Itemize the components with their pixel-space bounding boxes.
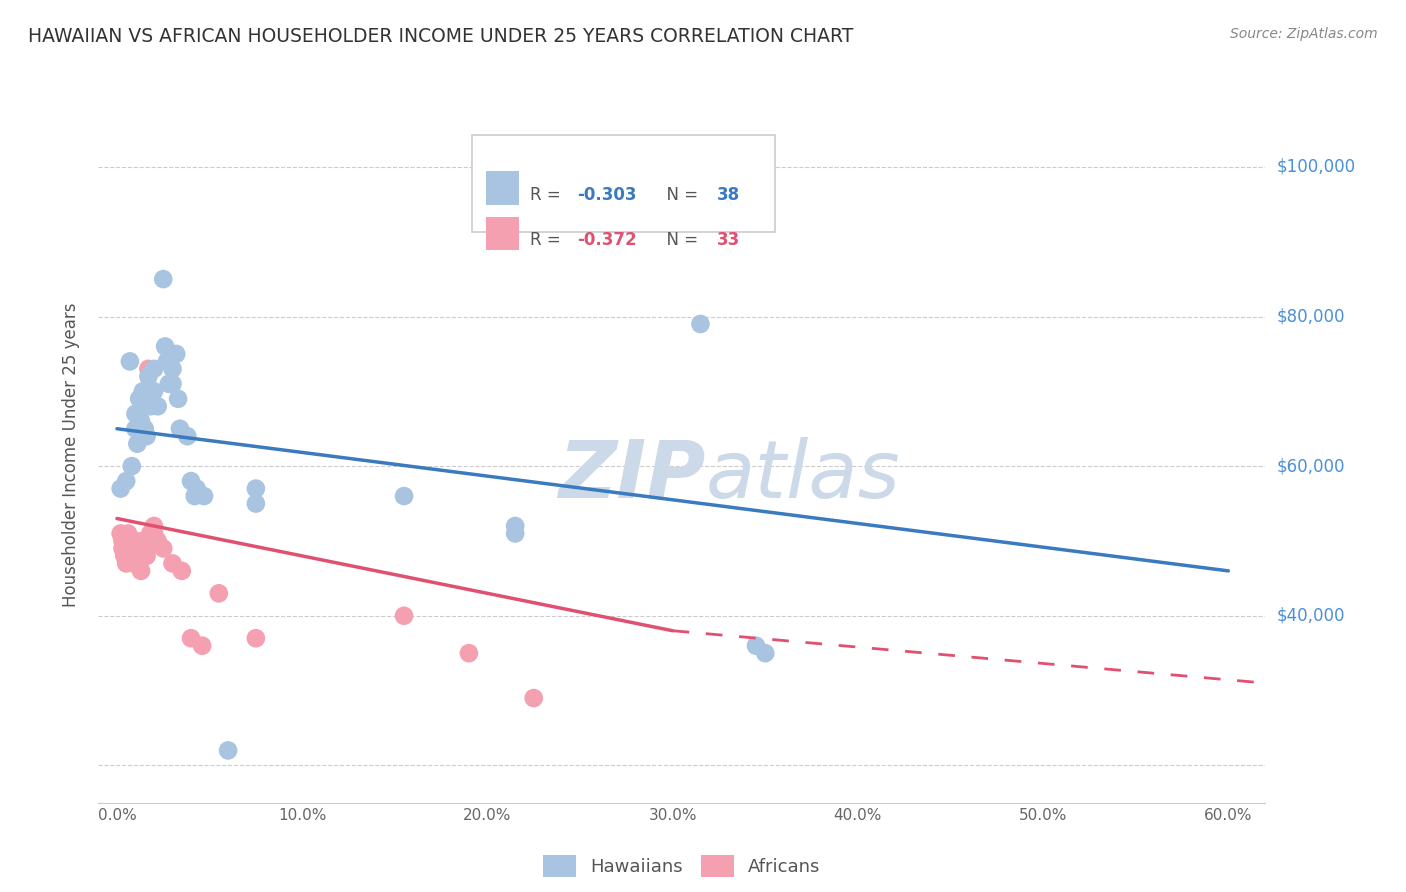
Point <box>170 564 193 578</box>
Bar <box>486 171 519 205</box>
Point <box>245 482 267 496</box>
Point <box>143 384 166 399</box>
Point <box>111 541 134 556</box>
Point <box>135 549 157 563</box>
Point <box>167 392 190 406</box>
Point <box>392 489 415 503</box>
Point <box>121 549 143 563</box>
Point <box>118 533 141 548</box>
Point <box>124 533 146 548</box>
Point <box>503 526 526 541</box>
Point <box>180 474 202 488</box>
Point <box>143 362 166 376</box>
Point <box>152 541 174 556</box>
Point <box>115 549 138 563</box>
Text: Source: ZipAtlas.com: Source: ZipAtlas.com <box>1230 27 1378 41</box>
Point <box>523 691 546 706</box>
Point <box>110 482 132 496</box>
Point <box>208 586 231 600</box>
Point <box>162 376 184 391</box>
Point <box>139 533 162 548</box>
Point <box>152 272 174 286</box>
Text: $60,000: $60,000 <box>1277 457 1346 475</box>
Point <box>111 533 134 548</box>
Text: -0.372: -0.372 <box>576 231 637 249</box>
Point <box>186 482 208 496</box>
Point <box>134 399 156 413</box>
Point <box>124 422 146 436</box>
Point <box>745 639 768 653</box>
Point <box>217 743 239 757</box>
Point <box>245 631 267 645</box>
Point <box>118 541 141 556</box>
Text: 33: 33 <box>717 231 740 249</box>
Point <box>162 557 184 571</box>
Point <box>162 362 184 376</box>
Text: R =: R = <box>530 186 567 204</box>
Point <box>457 646 479 660</box>
Point <box>134 422 156 436</box>
Point <box>156 354 179 368</box>
FancyBboxPatch shape <box>472 135 775 232</box>
Point <box>115 474 138 488</box>
Legend: Hawaiians, Africans: Hawaiians, Africans <box>536 847 828 884</box>
Point <box>112 549 135 563</box>
Text: N =: N = <box>657 186 703 204</box>
Point <box>139 526 162 541</box>
Point <box>146 399 169 413</box>
Text: $100,000: $100,000 <box>1277 158 1355 176</box>
Point <box>153 339 176 353</box>
Point <box>129 564 152 578</box>
Point <box>127 549 149 563</box>
Text: atlas: atlas <box>706 437 900 515</box>
Point <box>110 526 132 541</box>
Text: 38: 38 <box>717 186 740 204</box>
Text: HAWAIIAN VS AFRICAN HOUSEHOLDER INCOME UNDER 25 YEARS CORRELATION CHART: HAWAIIAN VS AFRICAN HOUSEHOLDER INCOME U… <box>28 27 853 45</box>
Point <box>121 459 143 474</box>
Point <box>143 526 166 541</box>
Point <box>117 526 139 541</box>
Point <box>180 631 202 645</box>
Point <box>115 557 138 571</box>
Point <box>392 608 415 623</box>
Point <box>689 317 711 331</box>
Point <box>124 407 146 421</box>
Point <box>124 541 146 556</box>
Point <box>138 362 160 376</box>
Point <box>128 392 150 406</box>
Text: R =: R = <box>530 231 567 249</box>
Text: N =: N = <box>657 231 703 249</box>
Point <box>135 429 157 443</box>
Point <box>191 639 214 653</box>
Point <box>754 646 776 660</box>
Point <box>132 533 155 548</box>
Point <box>245 497 267 511</box>
Point <box>157 376 180 391</box>
Point <box>122 557 145 571</box>
Bar <box>486 217 519 250</box>
Point <box>184 489 207 503</box>
Point <box>143 519 166 533</box>
Point <box>165 347 187 361</box>
Point <box>127 436 149 450</box>
Point <box>169 422 191 436</box>
Point <box>132 384 155 399</box>
Y-axis label: Householder Income Under 25 years: Householder Income Under 25 years <box>62 302 80 607</box>
Point <box>134 541 156 556</box>
Text: ZIP: ZIP <box>558 437 706 515</box>
Point <box>138 369 160 384</box>
Point <box>129 414 152 428</box>
Point <box>193 489 215 503</box>
Point <box>118 354 141 368</box>
Point <box>146 533 169 548</box>
Point <box>176 429 198 443</box>
Text: $40,000: $40,000 <box>1277 607 1346 624</box>
Text: -0.303: -0.303 <box>576 186 637 204</box>
Text: $80,000: $80,000 <box>1277 308 1346 326</box>
Point <box>139 399 162 413</box>
Point <box>503 519 526 533</box>
Point <box>128 557 150 571</box>
